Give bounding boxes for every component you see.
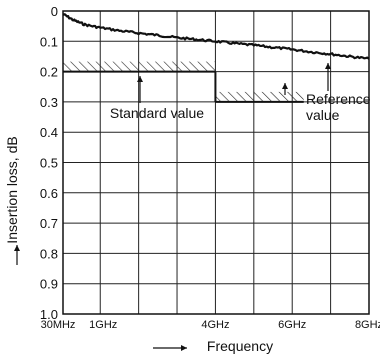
x-axis-title-arrow-head [181,345,187,351]
y-tick-label: 0.2 [40,65,58,80]
y-tick-label: 0.5 [40,156,58,171]
x-tick-label: 1GHz [89,319,117,331]
x-tick-label: 4GHz [201,319,229,331]
reference-value-arrow-head [325,63,331,69]
y-tick-label: 0.3 [40,95,58,110]
grid-layer [62,10,370,315]
y-tick-layer: 0 0.1 0.2 0.3 0.4 0.5 0.6 0.7 0.8 0.9 1.0 [40,4,58,322]
y-tick-label: 0.7 [40,216,58,231]
y-tick-label: 0.4 [40,125,58,140]
x-tick-layer: 30MHz 1GHz 4GHz 6GHz 8GHz [41,319,380,331]
hatch-layer [63,61,304,102]
series-layer [62,13,370,60]
y-tick-label: 0 [51,4,58,19]
y-axis-title-arrow-head [14,245,20,251]
y-axis-title-group: Insertion loss, dB [4,136,20,243]
reference-value-label-line1: Reference [306,91,371,107]
y-tick-label: 0.1 [40,34,58,49]
x-axis-title: Frequency [207,338,273,354]
reference-hatch-arrow-head [282,83,288,89]
y-tick-label: 1.0 [40,307,58,322]
plot-frame [62,10,370,315]
frame-layer [62,10,370,315]
reference-value-label-line2: value [306,107,340,123]
x-axis-title-group: Frequency [207,338,273,354]
annotation-layer: Standard value Reference value [110,91,371,123]
y-tick-label: 0.8 [40,246,58,261]
standard-value-hatch [63,61,216,72]
y-axis-title: Insertion loss, dB [4,136,20,243]
standard-value-arrow-head [137,76,143,82]
measured-insertion-loss-line [62,13,370,60]
y-tick-label: 0.9 [40,277,58,292]
x-tick-label: 30MHz [41,319,76,331]
y-tick-label: 0.6 [40,186,58,201]
limit-layer [63,70,304,103]
arrow-layer [14,63,331,351]
standard-value-label: Standard value [110,105,204,121]
x-tick-label: 8GHz [355,319,380,331]
reference-value-hatch [215,91,304,102]
x-tick-label: 6GHz [278,319,306,331]
